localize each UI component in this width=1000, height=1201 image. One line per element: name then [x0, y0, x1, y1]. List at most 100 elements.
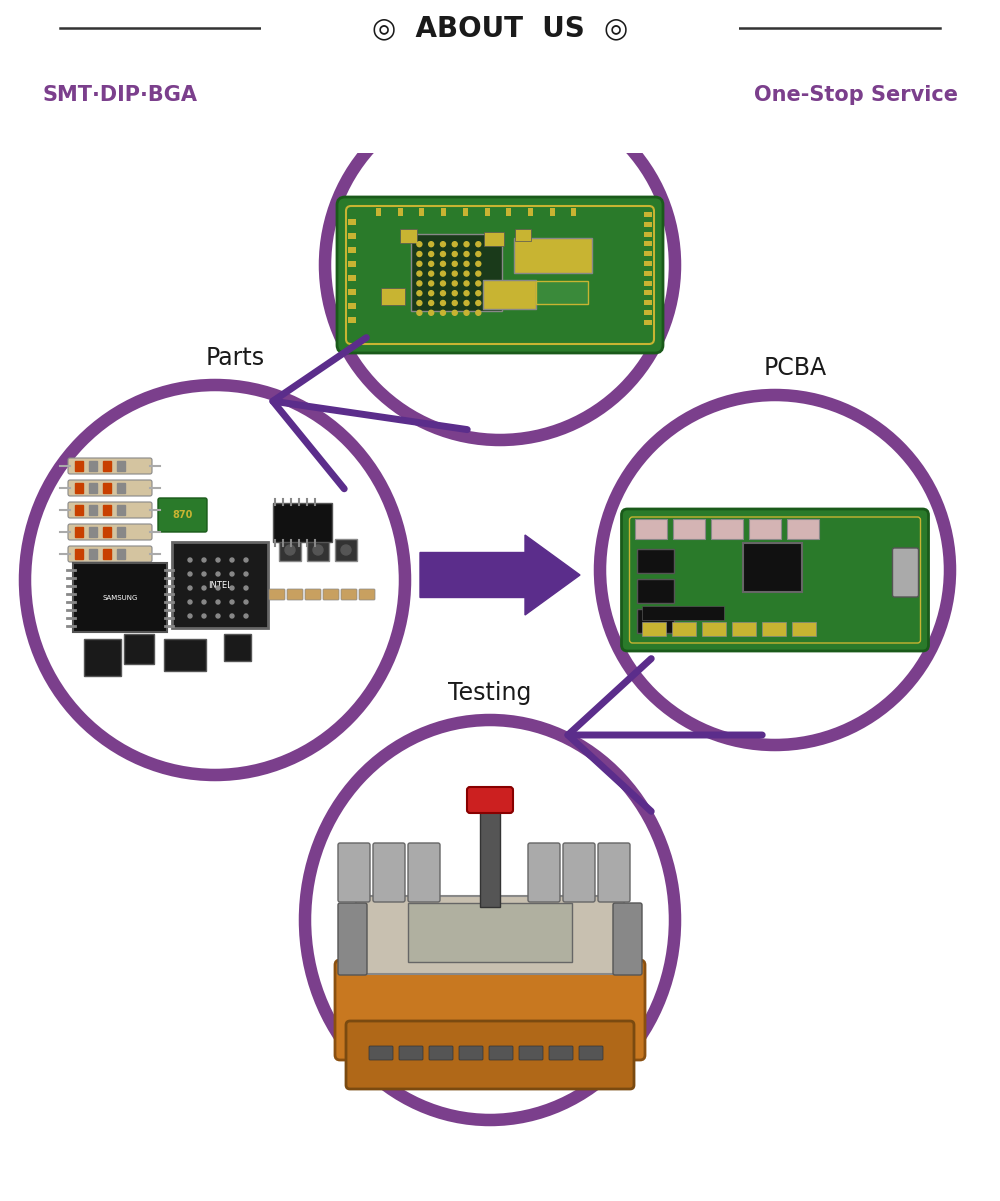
Text: ◎  ABOUT  US  ◎: ◎ ABOUT US ◎	[372, 14, 628, 42]
Circle shape	[429, 262, 434, 267]
Circle shape	[476, 281, 481, 286]
Circle shape	[464, 262, 469, 267]
Circle shape	[464, 310, 469, 316]
Circle shape	[202, 600, 206, 604]
FancyBboxPatch shape	[563, 843, 595, 902]
Circle shape	[476, 262, 481, 267]
FancyBboxPatch shape	[348, 247, 356, 253]
Circle shape	[452, 271, 457, 276]
Circle shape	[429, 310, 434, 316]
FancyBboxPatch shape	[399, 1046, 423, 1060]
FancyBboxPatch shape	[637, 549, 674, 573]
FancyBboxPatch shape	[484, 232, 504, 246]
Circle shape	[202, 586, 206, 590]
FancyBboxPatch shape	[337, 197, 663, 353]
FancyBboxPatch shape	[381, 288, 405, 305]
FancyBboxPatch shape	[644, 222, 652, 227]
FancyBboxPatch shape	[369, 1046, 393, 1060]
FancyBboxPatch shape	[519, 1046, 543, 1060]
FancyBboxPatch shape	[613, 903, 642, 975]
FancyBboxPatch shape	[164, 639, 206, 671]
FancyBboxPatch shape	[762, 622, 786, 637]
FancyBboxPatch shape	[411, 234, 502, 311]
Circle shape	[244, 614, 248, 619]
Circle shape	[244, 558, 248, 562]
Circle shape	[202, 572, 206, 576]
FancyBboxPatch shape	[893, 548, 918, 597]
FancyBboxPatch shape	[514, 238, 592, 273]
Bar	[89, 527, 97, 537]
FancyBboxPatch shape	[348, 303, 356, 309]
FancyBboxPatch shape	[68, 480, 152, 496]
Ellipse shape	[310, 724, 670, 1116]
Bar	[89, 461, 97, 471]
Circle shape	[440, 291, 445, 295]
Circle shape	[476, 310, 481, 316]
Circle shape	[637, 23, 647, 32]
FancyBboxPatch shape	[124, 634, 154, 664]
Bar	[117, 549, 125, 558]
Circle shape	[452, 310, 457, 316]
Bar	[117, 483, 125, 492]
FancyBboxPatch shape	[792, 622, 816, 637]
FancyBboxPatch shape	[550, 208, 555, 216]
Circle shape	[216, 558, 220, 562]
Circle shape	[476, 271, 481, 276]
Circle shape	[216, 586, 220, 590]
FancyBboxPatch shape	[635, 519, 666, 539]
Bar	[117, 461, 125, 471]
FancyBboxPatch shape	[480, 803, 500, 907]
Circle shape	[440, 251, 445, 257]
FancyBboxPatch shape	[307, 539, 329, 561]
FancyBboxPatch shape	[642, 607, 724, 620]
Circle shape	[440, 281, 445, 286]
Bar	[103, 504, 111, 515]
Bar	[89, 549, 97, 558]
Circle shape	[417, 291, 422, 295]
FancyBboxPatch shape	[732, 622, 756, 637]
FancyBboxPatch shape	[68, 546, 152, 562]
Text: 870: 870	[173, 510, 193, 520]
FancyBboxPatch shape	[441, 208, 446, 216]
FancyBboxPatch shape	[335, 539, 357, 561]
FancyBboxPatch shape	[528, 843, 560, 902]
FancyBboxPatch shape	[338, 903, 367, 975]
Circle shape	[417, 262, 422, 267]
FancyBboxPatch shape	[419, 208, 424, 216]
FancyBboxPatch shape	[644, 251, 652, 256]
FancyBboxPatch shape	[549, 1046, 573, 1060]
Text: Testing: Testing	[448, 681, 532, 705]
FancyBboxPatch shape	[644, 300, 652, 305]
Circle shape	[464, 281, 469, 286]
Bar	[89, 483, 97, 492]
Circle shape	[440, 310, 445, 316]
FancyBboxPatch shape	[786, 519, 818, 539]
Bar	[103, 527, 111, 537]
FancyBboxPatch shape	[644, 319, 652, 324]
FancyBboxPatch shape	[68, 524, 152, 540]
Circle shape	[216, 614, 220, 619]
Bar	[75, 461, 83, 471]
Text: PCB & PCBA Assembly: PCB & PCBA Assembly	[334, 49, 666, 74]
Circle shape	[440, 241, 445, 246]
Circle shape	[429, 241, 434, 246]
FancyBboxPatch shape	[338, 843, 370, 902]
Circle shape	[202, 614, 206, 619]
FancyBboxPatch shape	[672, 519, 704, 539]
Circle shape	[476, 251, 481, 257]
FancyBboxPatch shape	[224, 634, 251, 661]
Text: Parts: Parts	[205, 346, 265, 370]
Text: SAMSUNG: SAMSUNG	[102, 594, 138, 600]
Ellipse shape	[330, 95, 670, 436]
Text: PCB: PCB	[477, 48, 524, 72]
Text: SMT·DIP·BGA: SMT·DIP·BGA	[42, 85, 197, 104]
Circle shape	[452, 291, 457, 295]
Bar	[103, 483, 111, 492]
Circle shape	[230, 572, 234, 576]
FancyBboxPatch shape	[644, 291, 652, 295]
FancyBboxPatch shape	[514, 229, 530, 241]
FancyBboxPatch shape	[323, 588, 339, 600]
Circle shape	[476, 291, 481, 295]
FancyBboxPatch shape	[748, 519, 780, 539]
Circle shape	[230, 558, 234, 562]
